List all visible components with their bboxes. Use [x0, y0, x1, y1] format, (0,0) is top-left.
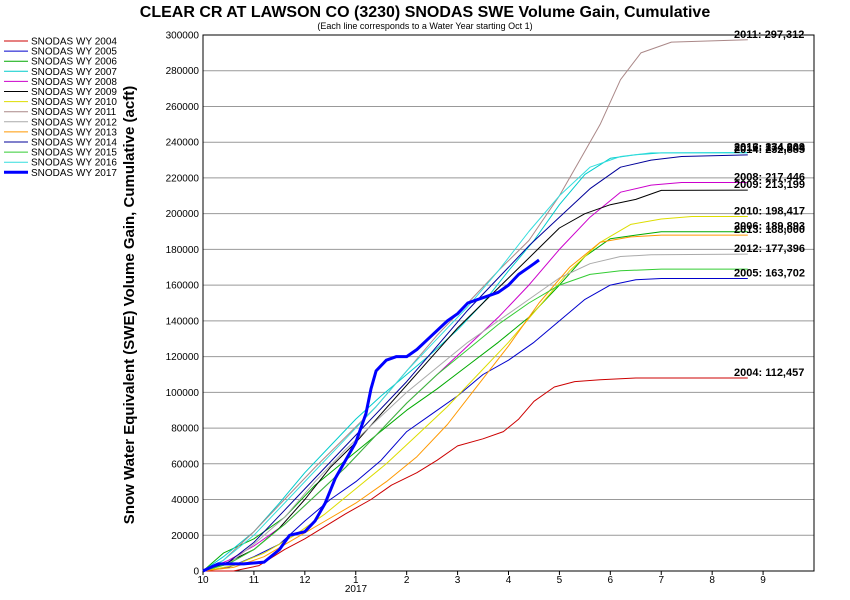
series-line-3 [202, 231, 748, 572]
end-label: 2006: 189,893 [734, 221, 805, 233]
x-tick-label: 9 [760, 575, 766, 586]
y-tick-label: 140000 [166, 316, 200, 327]
legend-label: SNODAS WY 2006 [31, 57, 117, 68]
end-label: 2004: 112,457 [734, 367, 804, 379]
legend-label: SNODAS WY 2009 [31, 87, 117, 98]
y-tick-label: 200000 [166, 209, 200, 220]
y-tick-label: 80000 [171, 424, 199, 435]
y-tick-label: 240000 [166, 138, 200, 149]
chart-title: CLEAR CR AT LAWSON CO (3230) SNODAS SWE … [140, 4, 711, 21]
legend-label: SNODAS WY 2015 [31, 148, 117, 159]
legend-label: SNODAS WY 2007 [31, 67, 117, 78]
plot-frame [202, 34, 815, 572]
y-tick-label: 100000 [166, 388, 200, 399]
x-tick-label: 3 [455, 575, 461, 586]
x-tick-label: 6 [608, 575, 614, 586]
end-label: 2009: 213,199 [734, 179, 805, 191]
y-tick-label: 260000 [166, 102, 200, 113]
y-tick-label: 160000 [166, 281, 200, 292]
x-tick-label: 11 [249, 575, 260, 586]
series-line-8 [202, 39, 748, 572]
legend-label: SNODAS WY 2013 [31, 127, 117, 138]
y-tick-label: 40000 [171, 495, 199, 506]
series-line-1 [203, 377, 748, 572]
series-line-12 [202, 268, 748, 572]
end-label: 2012: 177,396 [734, 243, 805, 255]
series-line-9 [202, 253, 748, 572]
chart-subtitle: (Each line corresponds to a Water Year s… [317, 21, 532, 31]
series-line-14 [202, 258, 540, 573]
x-tick-label: 4 [506, 575, 512, 586]
end-label: 2017: 174,044 [734, 142, 806, 154]
end-label: 2016: 234,209 [734, 142, 805, 154]
y-tick-label: 300000 [166, 31, 200, 42]
x-tick-label: 8 [709, 575, 715, 586]
y-tick-label: 180000 [166, 245, 200, 256]
y-tick-label: 0 [193, 567, 199, 578]
y-tick-label: 220000 [166, 173, 200, 184]
legend-label: SNODAS WY 2008 [31, 77, 117, 88]
x-tick-label: 5 [557, 575, 563, 586]
end-label: 2013: 188,000 [734, 224, 805, 236]
y-axis-label: Snow Water Equivalent (SWE) Volume Gain,… [121, 86, 138, 524]
legend-label: SNODAS WY 2016 [31, 158, 117, 169]
y-tick-label: 60000 [171, 459, 199, 470]
axes: 0 20000 40000 60000 80000 100000 120000 140000 1… [166, 31, 815, 586]
y-tick-label: 280000 [166, 66, 200, 77]
end-label: 2014: 232,885 [734, 144, 805, 156]
series-lines [202, 39, 748, 573]
legend-label: SNODAS WY 2004 [31, 37, 117, 48]
series-line-4 [202, 152, 748, 572]
x-tick-label: 7 [658, 575, 664, 586]
x-tick-label: 2 [404, 575, 410, 586]
y-tick-label: 120000 [166, 352, 200, 363]
x-tick-label: 12 [299, 575, 311, 586]
series-line-2 [202, 278, 748, 572]
end-label: 2005: 163,702 [734, 268, 805, 280]
legend-label: SNODAS WY 2011 [31, 107, 117, 118]
grid [203, 34, 814, 572]
x-tick-label: 10 [197, 575, 209, 586]
end-label: 2010: 198,417 [734, 205, 805, 217]
y-tick-label: 20000 [171, 531, 199, 542]
legend-label: SNODAS WY 2010 [31, 97, 117, 108]
legend-label: SNODAS WY 2014 [31, 138, 117, 149]
series-line-13 [202, 152, 748, 572]
legend-label: SNODAS WY 2012 [31, 117, 117, 128]
series-line-11 [202, 154, 748, 572]
end-label: 2008: 217,446 [734, 171, 805, 183]
x-year-label: 2017 [345, 584, 368, 595]
legend-label: SNODAS WY 2005 [31, 47, 117, 58]
series-line-6 [202, 189, 748, 572]
end-label: 2011: 297,312 [734, 29, 804, 41]
legend-label: SNODAS WY 2017 [31, 168, 117, 179]
series-line-7 [202, 216, 748, 572]
x-tick-label: 1 [353, 575, 359, 586]
